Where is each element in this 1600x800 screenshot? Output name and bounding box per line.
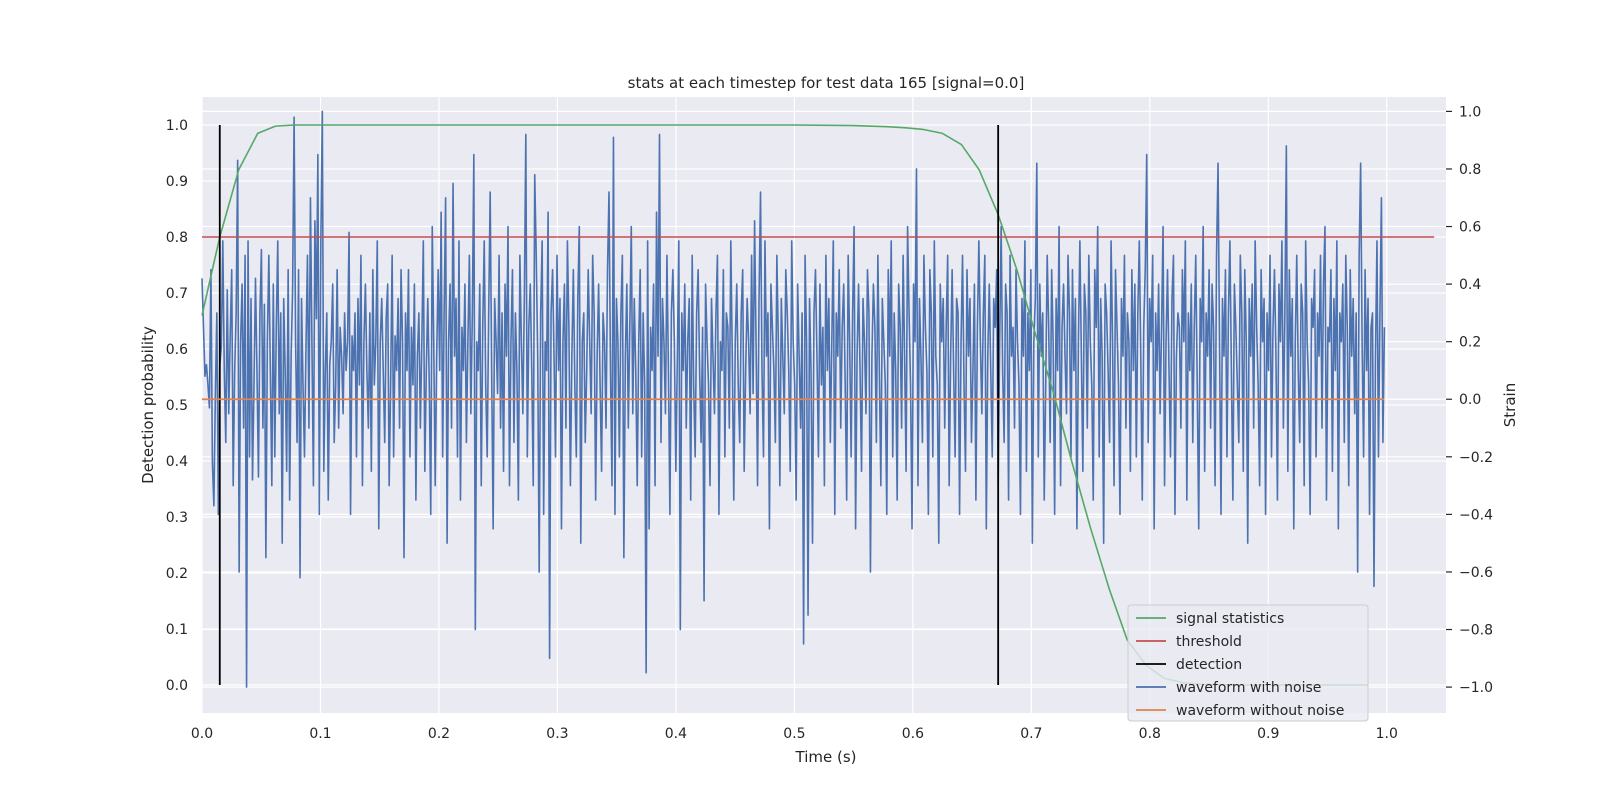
y2-axis-ticks: −1.0 −0.8 −0.6 −0.4 −0.2 0.0 0.2 0.4 0.6 0.8 1.0 — [1446, 104, 1493, 696]
y2-tick-label: 1.0 — [1459, 104, 1481, 120]
x-tick-label: 0.4 — [665, 726, 687, 742]
legend-label: signal statistics — [1176, 611, 1284, 627]
legend-box — [1127, 604, 1369, 722]
y2-tick-label: −0.2 — [1459, 450, 1493, 466]
legend-label: threshold — [1176, 634, 1242, 650]
legend-label: waveform without noise — [1176, 703, 1344, 719]
x-axis-ticks: 0.0 0.1 0.2 0.3 0.4 0.5 0.6 0.7 0.8 0.9 1.0 — [191, 726, 1398, 742]
y2-tick-label: 0.8 — [1459, 162, 1481, 178]
y-tick-label: 0.1 — [166, 622, 188, 638]
x-tick-label: 0.3 — [546, 726, 568, 742]
x-tick-label: 1.0 — [1376, 726, 1398, 742]
y2-tick-label: −0.8 — [1459, 623, 1493, 639]
x-tick-label: 0.2 — [428, 726, 450, 742]
x-tick-label: 0.0 — [191, 726, 213, 742]
y-tick-label: 0.5 — [166, 398, 188, 414]
y2-tick-label: −0.4 — [1459, 507, 1493, 523]
x-tick-label: 0.5 — [783, 726, 805, 742]
waveform-with-noise-line — [201, 110, 1386, 688]
legend: signal statistics threshold detection wavef… — [1127, 604, 1369, 722]
y2-tick-label: −0.6 — [1459, 565, 1493, 581]
y-tick-label: 0.7 — [166, 286, 188, 302]
y-axis-ticks: 0.0 0.1 0.2 0.3 0.4 0.5 0.6 0.7 0.8 0.9 1.0 — [166, 118, 188, 694]
x-tick-label: 0.1 — [309, 726, 331, 742]
x-tick-label: 0.7 — [1020, 726, 1042, 742]
y-tick-label: 0.2 — [166, 566, 188, 582]
x-tick-label: 0.9 — [1257, 726, 1279, 742]
y-tick-label: 1.0 — [166, 118, 188, 134]
y2-tick-label: 0.6 — [1459, 220, 1481, 236]
x-axis-label: Time (s) — [795, 748, 857, 766]
y2-tick-label: −1.0 — [1459, 680, 1493, 696]
y-axis-label: Detection probability — [139, 326, 157, 484]
chart-title: stats at each timestep for test data 165… — [628, 74, 1025, 92]
y2-tick-label: 0.4 — [1459, 277, 1481, 293]
y-tick-label: 0.0 — [166, 678, 188, 694]
y-tick-label: 0.8 — [166, 230, 188, 246]
y-tick-label: 0.4 — [166, 454, 188, 470]
y-tick-label: 0.3 — [166, 510, 188, 526]
x-tick-label: 0.8 — [1139, 726, 1161, 742]
y2-tick-label: 0.2 — [1459, 335, 1481, 351]
y-tick-label: 0.6 — [166, 342, 188, 358]
y2-axis-label: Strain — [1501, 383, 1519, 427]
x-tick-label: 0.6 — [902, 726, 924, 742]
legend-label: detection — [1176, 657, 1242, 673]
legend-label: waveform with noise — [1176, 680, 1321, 696]
y-tick-label: 0.9 — [166, 174, 188, 190]
y2-tick-label: 0.0 — [1459, 392, 1481, 408]
